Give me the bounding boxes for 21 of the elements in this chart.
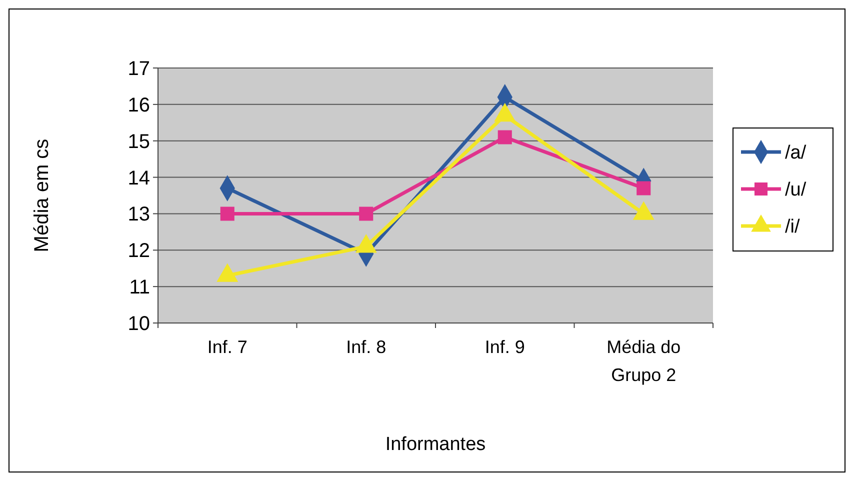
legend-label: /a/: [785, 142, 807, 164]
y-tick-label: 12: [128, 240, 150, 262]
x-axis-title: Informantes: [385, 434, 486, 455]
y-tick-label: 11: [129, 276, 150, 299]
y-tick-label: 15: [128, 130, 150, 153]
x-tick-label: Média do Grupo 2: [606, 337, 681, 385]
point: [359, 206, 374, 221]
x-tick-label: Inf. 8: [346, 337, 386, 357]
point: [220, 206, 234, 221]
y-tick-label: 14: [128, 167, 150, 190]
legend-label: /i/: [785, 216, 800, 238]
point: [498, 130, 512, 144]
y-tick-label: 17: [128, 58, 150, 80]
legend-label: /u/: [785, 180, 807, 201]
y-tick-label: 13: [128, 204, 150, 226]
point: [636, 181, 651, 196]
x-tick-label: Inf. 7: [207, 337, 248, 357]
y-tick-label: 16: [128, 94, 150, 116]
y-axis-title: Média em cs: [31, 138, 53, 252]
x-tick-label: Inf. 9: [484, 337, 525, 357]
y-tick-label: 10: [128, 313, 150, 335]
